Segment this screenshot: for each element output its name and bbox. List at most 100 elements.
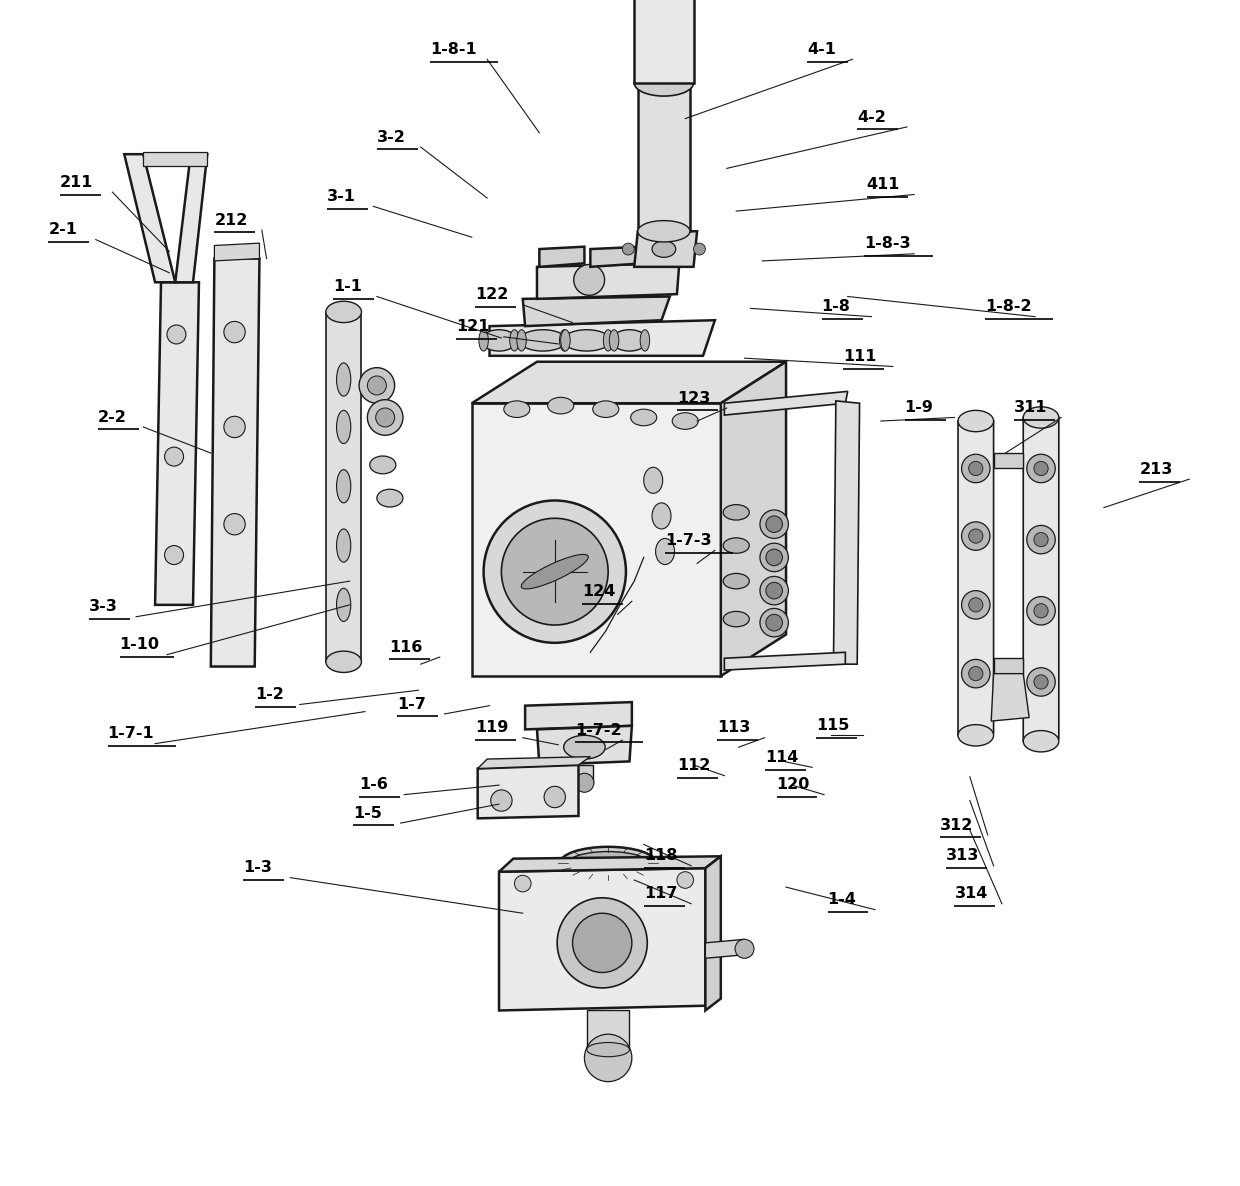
Circle shape xyxy=(1027,668,1055,696)
Ellipse shape xyxy=(1023,731,1059,752)
Ellipse shape xyxy=(609,330,619,351)
Ellipse shape xyxy=(564,735,605,759)
Circle shape xyxy=(968,461,983,476)
Circle shape xyxy=(735,939,754,958)
Circle shape xyxy=(760,510,789,538)
Circle shape xyxy=(484,500,626,643)
Text: 4-2: 4-2 xyxy=(857,109,887,125)
Ellipse shape xyxy=(568,852,649,875)
Circle shape xyxy=(367,376,387,395)
Circle shape xyxy=(760,576,789,605)
Ellipse shape xyxy=(1023,407,1059,428)
Ellipse shape xyxy=(559,847,657,880)
Polygon shape xyxy=(833,401,859,664)
Circle shape xyxy=(544,786,565,808)
Text: 212: 212 xyxy=(215,212,248,228)
Ellipse shape xyxy=(336,470,351,503)
Ellipse shape xyxy=(652,503,671,529)
Text: 2-2: 2-2 xyxy=(98,409,126,425)
Text: 122: 122 xyxy=(475,287,508,302)
Text: 123: 123 xyxy=(677,390,711,406)
Text: 118: 118 xyxy=(644,848,677,863)
Polygon shape xyxy=(993,658,1023,674)
Circle shape xyxy=(574,264,605,295)
Text: 1-6: 1-6 xyxy=(360,777,388,792)
Circle shape xyxy=(961,454,990,483)
Text: 1-8-3: 1-8-3 xyxy=(864,236,911,251)
Ellipse shape xyxy=(604,330,613,351)
Ellipse shape xyxy=(593,401,619,417)
Text: 114: 114 xyxy=(765,750,799,765)
Ellipse shape xyxy=(959,410,993,432)
Ellipse shape xyxy=(672,413,698,429)
Polygon shape xyxy=(523,296,670,326)
Circle shape xyxy=(968,667,983,681)
Polygon shape xyxy=(539,247,584,267)
Circle shape xyxy=(224,321,246,343)
Circle shape xyxy=(224,514,246,535)
Circle shape xyxy=(167,325,186,344)
Polygon shape xyxy=(634,231,697,267)
Polygon shape xyxy=(1023,417,1059,741)
Polygon shape xyxy=(477,757,590,769)
Circle shape xyxy=(491,790,512,811)
Polygon shape xyxy=(587,1010,630,1050)
Ellipse shape xyxy=(637,221,689,242)
Text: 312: 312 xyxy=(940,817,973,833)
Text: 3-3: 3-3 xyxy=(89,599,118,614)
Text: 1-8-2: 1-8-2 xyxy=(986,299,1032,314)
Circle shape xyxy=(367,400,403,435)
Ellipse shape xyxy=(326,651,361,672)
Text: 116: 116 xyxy=(388,639,422,655)
Text: 1-7-2: 1-7-2 xyxy=(575,722,621,738)
Polygon shape xyxy=(477,765,579,818)
Circle shape xyxy=(1034,604,1048,618)
Text: 1-5: 1-5 xyxy=(353,805,382,821)
Ellipse shape xyxy=(517,330,526,351)
Ellipse shape xyxy=(644,467,662,493)
Text: 115: 115 xyxy=(816,718,849,733)
Circle shape xyxy=(515,875,531,892)
Ellipse shape xyxy=(611,330,647,351)
Text: 1-7-1: 1-7-1 xyxy=(108,726,154,741)
Circle shape xyxy=(1034,533,1048,547)
Ellipse shape xyxy=(723,574,749,588)
Polygon shape xyxy=(525,702,632,729)
Circle shape xyxy=(1027,454,1055,483)
Polygon shape xyxy=(991,674,1029,721)
Polygon shape xyxy=(577,765,593,783)
Ellipse shape xyxy=(510,330,520,351)
Ellipse shape xyxy=(479,330,489,351)
Circle shape xyxy=(766,516,782,533)
Polygon shape xyxy=(706,939,744,958)
Text: 120: 120 xyxy=(776,777,810,792)
Circle shape xyxy=(224,416,246,438)
Circle shape xyxy=(961,591,990,619)
Circle shape xyxy=(677,872,693,888)
Ellipse shape xyxy=(656,538,675,565)
Circle shape xyxy=(1034,461,1048,476)
Ellipse shape xyxy=(631,409,657,426)
Text: 124: 124 xyxy=(582,584,615,599)
Text: 1-8-1: 1-8-1 xyxy=(430,42,477,57)
Ellipse shape xyxy=(336,529,351,562)
Text: 2-1: 2-1 xyxy=(48,222,77,237)
Ellipse shape xyxy=(587,1042,630,1057)
Text: 3-1: 3-1 xyxy=(327,189,356,204)
Ellipse shape xyxy=(559,330,569,351)
Ellipse shape xyxy=(652,241,676,257)
Ellipse shape xyxy=(640,330,650,351)
Ellipse shape xyxy=(336,363,351,396)
Ellipse shape xyxy=(370,455,396,474)
Ellipse shape xyxy=(377,490,403,508)
Polygon shape xyxy=(175,154,207,282)
Text: 411: 411 xyxy=(867,177,900,192)
Text: 1-3: 1-3 xyxy=(243,860,272,875)
Ellipse shape xyxy=(521,554,588,589)
Polygon shape xyxy=(471,362,786,403)
Polygon shape xyxy=(724,391,848,415)
Polygon shape xyxy=(537,263,680,299)
Circle shape xyxy=(165,447,184,466)
Polygon shape xyxy=(155,282,198,605)
Text: 1-9: 1-9 xyxy=(905,400,934,415)
